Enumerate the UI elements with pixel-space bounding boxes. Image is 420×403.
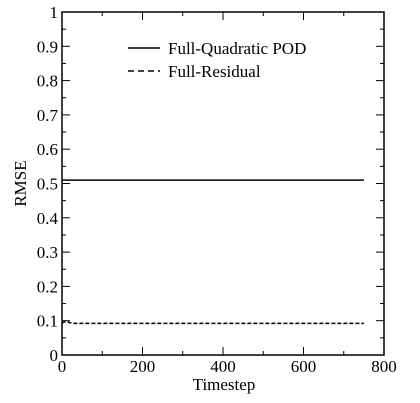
y-tick-label: 0.8 [37,72,58,91]
legend: Full-Quadratic POD Full-Residual [128,39,306,81]
y-tick-label: 0.4 [37,209,59,228]
y-tick-label: 0.9 [37,37,58,56]
y-axis-title: RMSE [11,160,30,206]
legend-label-full-quadratic-pod: Full-Quadratic POD [168,39,306,58]
series-layer [61,179,364,325]
y-tick-label: 0.5 [37,175,58,194]
plot-frame [61,11,385,356]
tick-labels: 0 0.1 0.2 0.3 0.4 0.5 0.6 0.7 0.8 0.9 1 0 200 400 600 8… [37,3,397,376]
y-tick-label: 1 [50,3,59,22]
y-tick-label: 0.1 [37,312,58,331]
y-tick-label: 0 [50,346,59,365]
x-tick-label: 600 [291,357,317,376]
y-tick-label: 0.7 [37,106,59,125]
y-tick-label: 0.6 [37,140,58,159]
x-tick-label: 400 [210,357,236,376]
x-tick-label: 800 [371,357,397,376]
series-line-full-residual [61,320,364,325]
legend-label-full-residual: Full-Residual [168,62,261,81]
x-axis-title: Timestep [193,375,256,394]
y-tick-label: 0.3 [37,243,58,262]
x-tick-label: 200 [130,357,156,376]
y-tick-label: 0.2 [37,277,58,296]
x-tick-label: 0 [58,357,67,376]
